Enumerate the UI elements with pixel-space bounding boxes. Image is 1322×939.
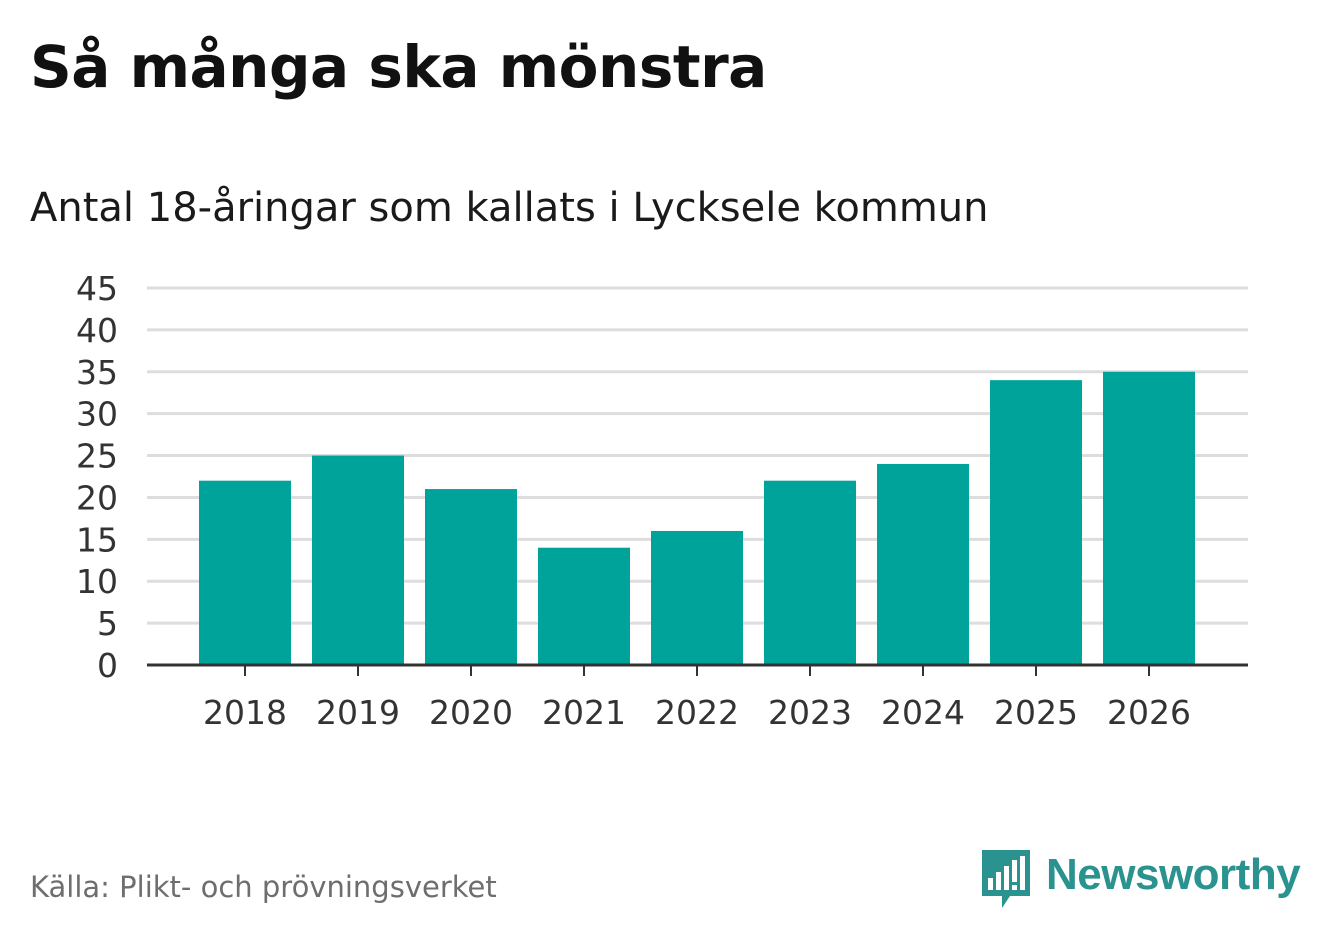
y-tick-label: 10 [76,562,118,601]
y-tick-label: 30 [76,395,118,434]
x-tick-label: 2023 [768,693,852,732]
y-tick-label: 5 [97,604,118,643]
bar-2023 [764,480,856,665]
bar-2024 [877,463,969,665]
x-tick-label: 2026 [1107,693,1191,732]
bar-2020 [425,489,517,665]
x-tick-label: 2024 [881,693,965,732]
y-tick-label: 35 [76,353,118,392]
x-tick-label: 2018 [203,693,287,732]
x-axis-ticks: 2018 2019 2020 2021 2022 2023 2024 2025 2026 [203,693,1191,732]
chart-title: Så många ska mönstra [30,33,767,101]
y-tick-label: 45 [76,269,118,308]
bars [199,371,1195,665]
bar-2022 [651,530,743,665]
brand-name: Newsworthy [1046,850,1301,899]
x-tick-label: 2022 [655,693,739,732]
bar-chart-speech-bubble-icon [982,850,1030,908]
y-tick-label: 40 [76,311,118,350]
chart-subtitle: Antal 18-åringar som kallats i Lycksele … [30,185,989,231]
x-tick-label: 2020 [429,693,513,732]
bar-2021 [538,547,630,665]
axes [147,663,1248,676]
brand: Newsworthy [980,846,1301,912]
y-tick-label: 25 [76,437,118,476]
x-tick-label: 2025 [994,693,1078,732]
y-tick-label: 20 [76,478,118,517]
x-tick-label: 2021 [542,693,626,732]
bar-2025 [990,380,1082,665]
bar-2018 [199,480,291,665]
bar-2026 [1103,371,1195,665]
source-note: Källa: Plikt- och prövningsverket [30,870,497,904]
bar-2019 [312,455,404,665]
y-tick-label: 0 [97,646,118,685]
x-tick-label: 2019 [316,693,400,732]
y-tick-label: 15 [76,520,118,559]
